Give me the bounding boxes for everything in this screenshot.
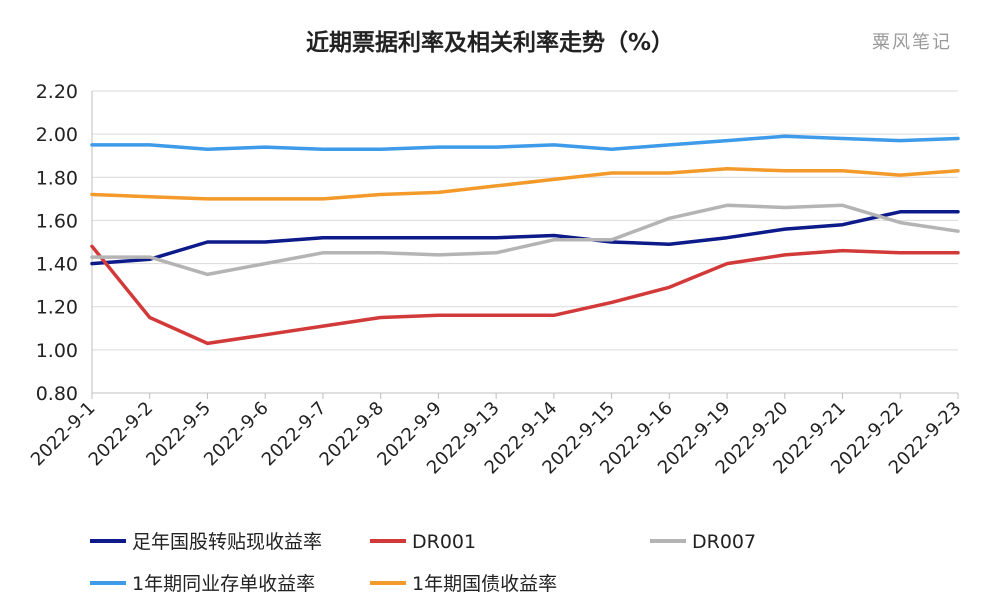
legend: 足年国股转贴现收益率 DR001 DR007 1年期同业存单收益率 1年期国债收益率: [90, 531, 756, 595]
y-tick-label: 1.20: [36, 297, 78, 319]
series-lines: [90, 134, 960, 346]
series-line-4: [90, 134, 960, 151]
chart-title: 近期票据利率及相关利率走势（%）: [306, 29, 674, 56]
series-line-1: [90, 210, 960, 266]
legend-label: 1年期同业存单收益率: [132, 573, 315, 595]
y-axis: 0.80 1.00 1.20 1.40 1.60 1.80 2.00 2.20: [36, 81, 93, 405]
legend-label: DR001: [412, 531, 476, 553]
y-tick-label: 1.00: [36, 340, 78, 362]
y-tick-label: 1.60: [36, 210, 78, 232]
y-tick-label: 0.80: [36, 383, 78, 405]
legend-label: 足年国股转贴现收益率: [132, 531, 322, 553]
series-line-2: [90, 244, 960, 346]
legend-label: 1年期国债收益率: [412, 573, 557, 595]
series-line-5: [90, 166, 960, 201]
y-tick-label: 2.00: [36, 124, 78, 146]
y-tick-label: 1.80: [36, 167, 78, 189]
series-line-3: [90, 203, 960, 277]
legend-label: DR007: [692, 531, 756, 553]
y-tick-label: 2.20: [36, 81, 78, 103]
grid-lines: [92, 90, 958, 351]
watermark-text: 粟风笔记: [872, 32, 952, 53]
y-tick-label: 1.40: [36, 254, 78, 276]
x-axis: 2022-9-12022-9-22022-9-52022-9-62022-9-7…: [27, 392, 966, 478]
